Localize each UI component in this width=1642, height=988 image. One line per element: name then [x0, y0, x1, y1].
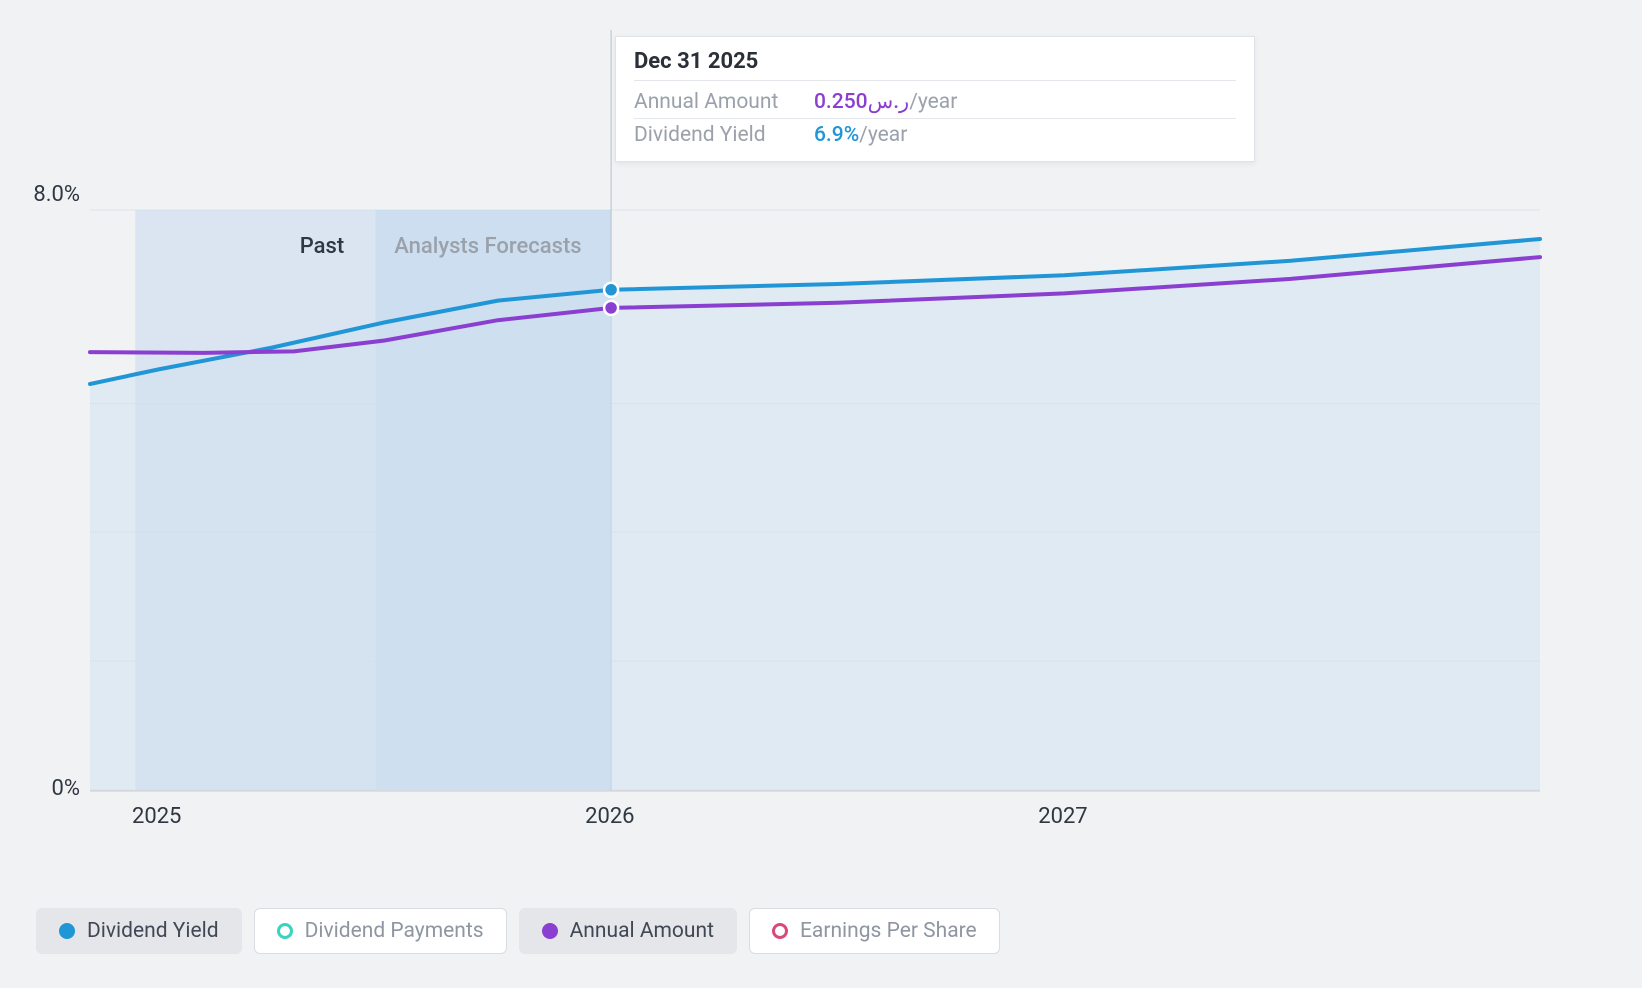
x-axis-label-1: 2026: [585, 804, 634, 829]
tooltip-row-label: Annual Amount: [634, 90, 814, 114]
tooltip-row-value: 6.9%: [814, 123, 859, 147]
legend-marker-icon: [542, 923, 558, 939]
tooltip-row-value: ر.س0.250: [814, 89, 909, 114]
chart-container: 8.0% 0% 2025 2026 2027 Past Analysts For…: [0, 0, 1642, 988]
y-axis-label-min: 0%: [10, 776, 80, 801]
legend-item-annual_amount[interactable]: Annual Amount: [519, 908, 737, 954]
legend-item-label: Dividend Payments: [305, 919, 484, 943]
legend-item-eps[interactable]: Earnings Per Share: [749, 908, 1000, 954]
legend-item-label: Earnings Per Share: [800, 919, 977, 943]
legend-marker-icon: [277, 923, 293, 939]
legend-item-label: Annual Amount: [570, 919, 714, 943]
legend-item-dividend_yield[interactable]: Dividend Yield: [36, 908, 242, 954]
tooltip-row-suffix: /year: [859, 123, 907, 147]
tooltip-row-dividend-yield: Dividend Yield 6.9% /year: [634, 119, 1236, 151]
x-axis-label-0: 2025: [132, 804, 181, 829]
hover-tooltip: Dec 31 2025 Annual Amount ر.س0.250 /year…: [615, 36, 1255, 162]
tooltip-row-suffix: /year: [909, 90, 957, 114]
y-axis-label-max: 8.0%: [10, 182, 80, 207]
region-label-forecast: Analysts Forecasts: [394, 234, 581, 259]
legend-item-label: Dividend Yield: [87, 919, 219, 943]
x-axis-label-2: 2027: [1038, 804, 1087, 829]
legend: Dividend Yield Dividend Payments Annual Am…: [36, 908, 1000, 954]
region-label-past: Past: [300, 234, 344, 259]
legend-item-dividend_payments[interactable]: Dividend Payments: [254, 908, 507, 954]
tooltip-row-label: Dividend Yield: [634, 123, 814, 147]
legend-marker-icon: [772, 923, 788, 939]
legend-marker-icon: [59, 923, 75, 939]
tooltip-row-annual-amount: Annual Amount ر.س0.250 /year: [634, 85, 1236, 119]
tooltip-title: Dec 31 2025: [634, 49, 1236, 81]
